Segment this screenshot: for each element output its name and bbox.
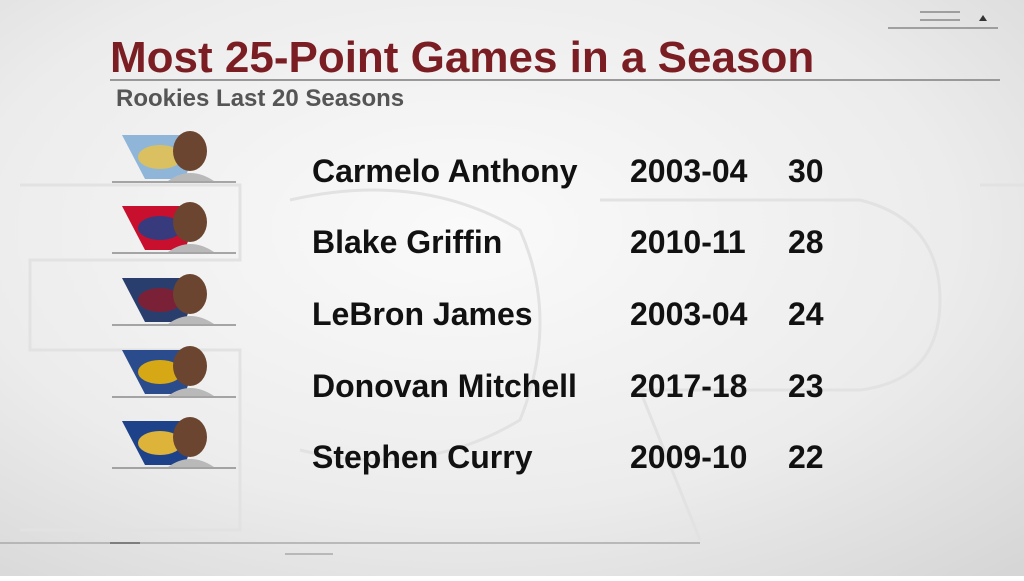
player-name: Stephen Curry [312,439,533,475]
team-logo-mark [138,431,182,455]
player-shoulders [168,316,214,324]
corner-icon [979,15,987,21]
team-logo-mark [138,216,182,240]
games: 22 [788,439,824,475]
team-logo-mark [138,288,182,312]
team-logo-mark [138,145,182,169]
games: 23 [788,368,824,404]
season: 2003-04 [630,296,748,332]
player-shoulders [168,388,214,396]
title: Most 25-Point Games in a Season [110,33,814,82]
player-shoulders [168,459,214,467]
watermark [20,183,1024,541]
player-name: Blake Griffin [312,224,502,260]
games: 28 [788,224,824,260]
corner-ui [888,11,998,29]
player-shoulders [168,173,214,181]
player-head [173,131,207,171]
player-head [173,274,207,314]
games: 30 [788,153,824,189]
season: 2010-11 [630,224,746,260]
player-shoulders [168,244,214,252]
player-name: Carmelo Anthony [312,153,578,189]
season: 2017-18 [630,368,747,404]
team-logo-mark [138,360,182,384]
subtitle: Rookies Last 20 Seasons [116,85,404,112]
player-name: Donovan Mitchell [312,368,577,404]
season: 2009-10 [630,439,747,475]
bottom-rules [0,542,700,555]
player-head [173,417,207,457]
player-head [173,202,207,242]
season: 2003-04 [630,153,748,189]
player-head [173,346,207,386]
player-name: LeBron James [312,296,533,332]
games: 24 [788,296,824,332]
rows: Carmelo Anthony 2003-04 30 Blake Griffin 201… [112,131,824,475]
